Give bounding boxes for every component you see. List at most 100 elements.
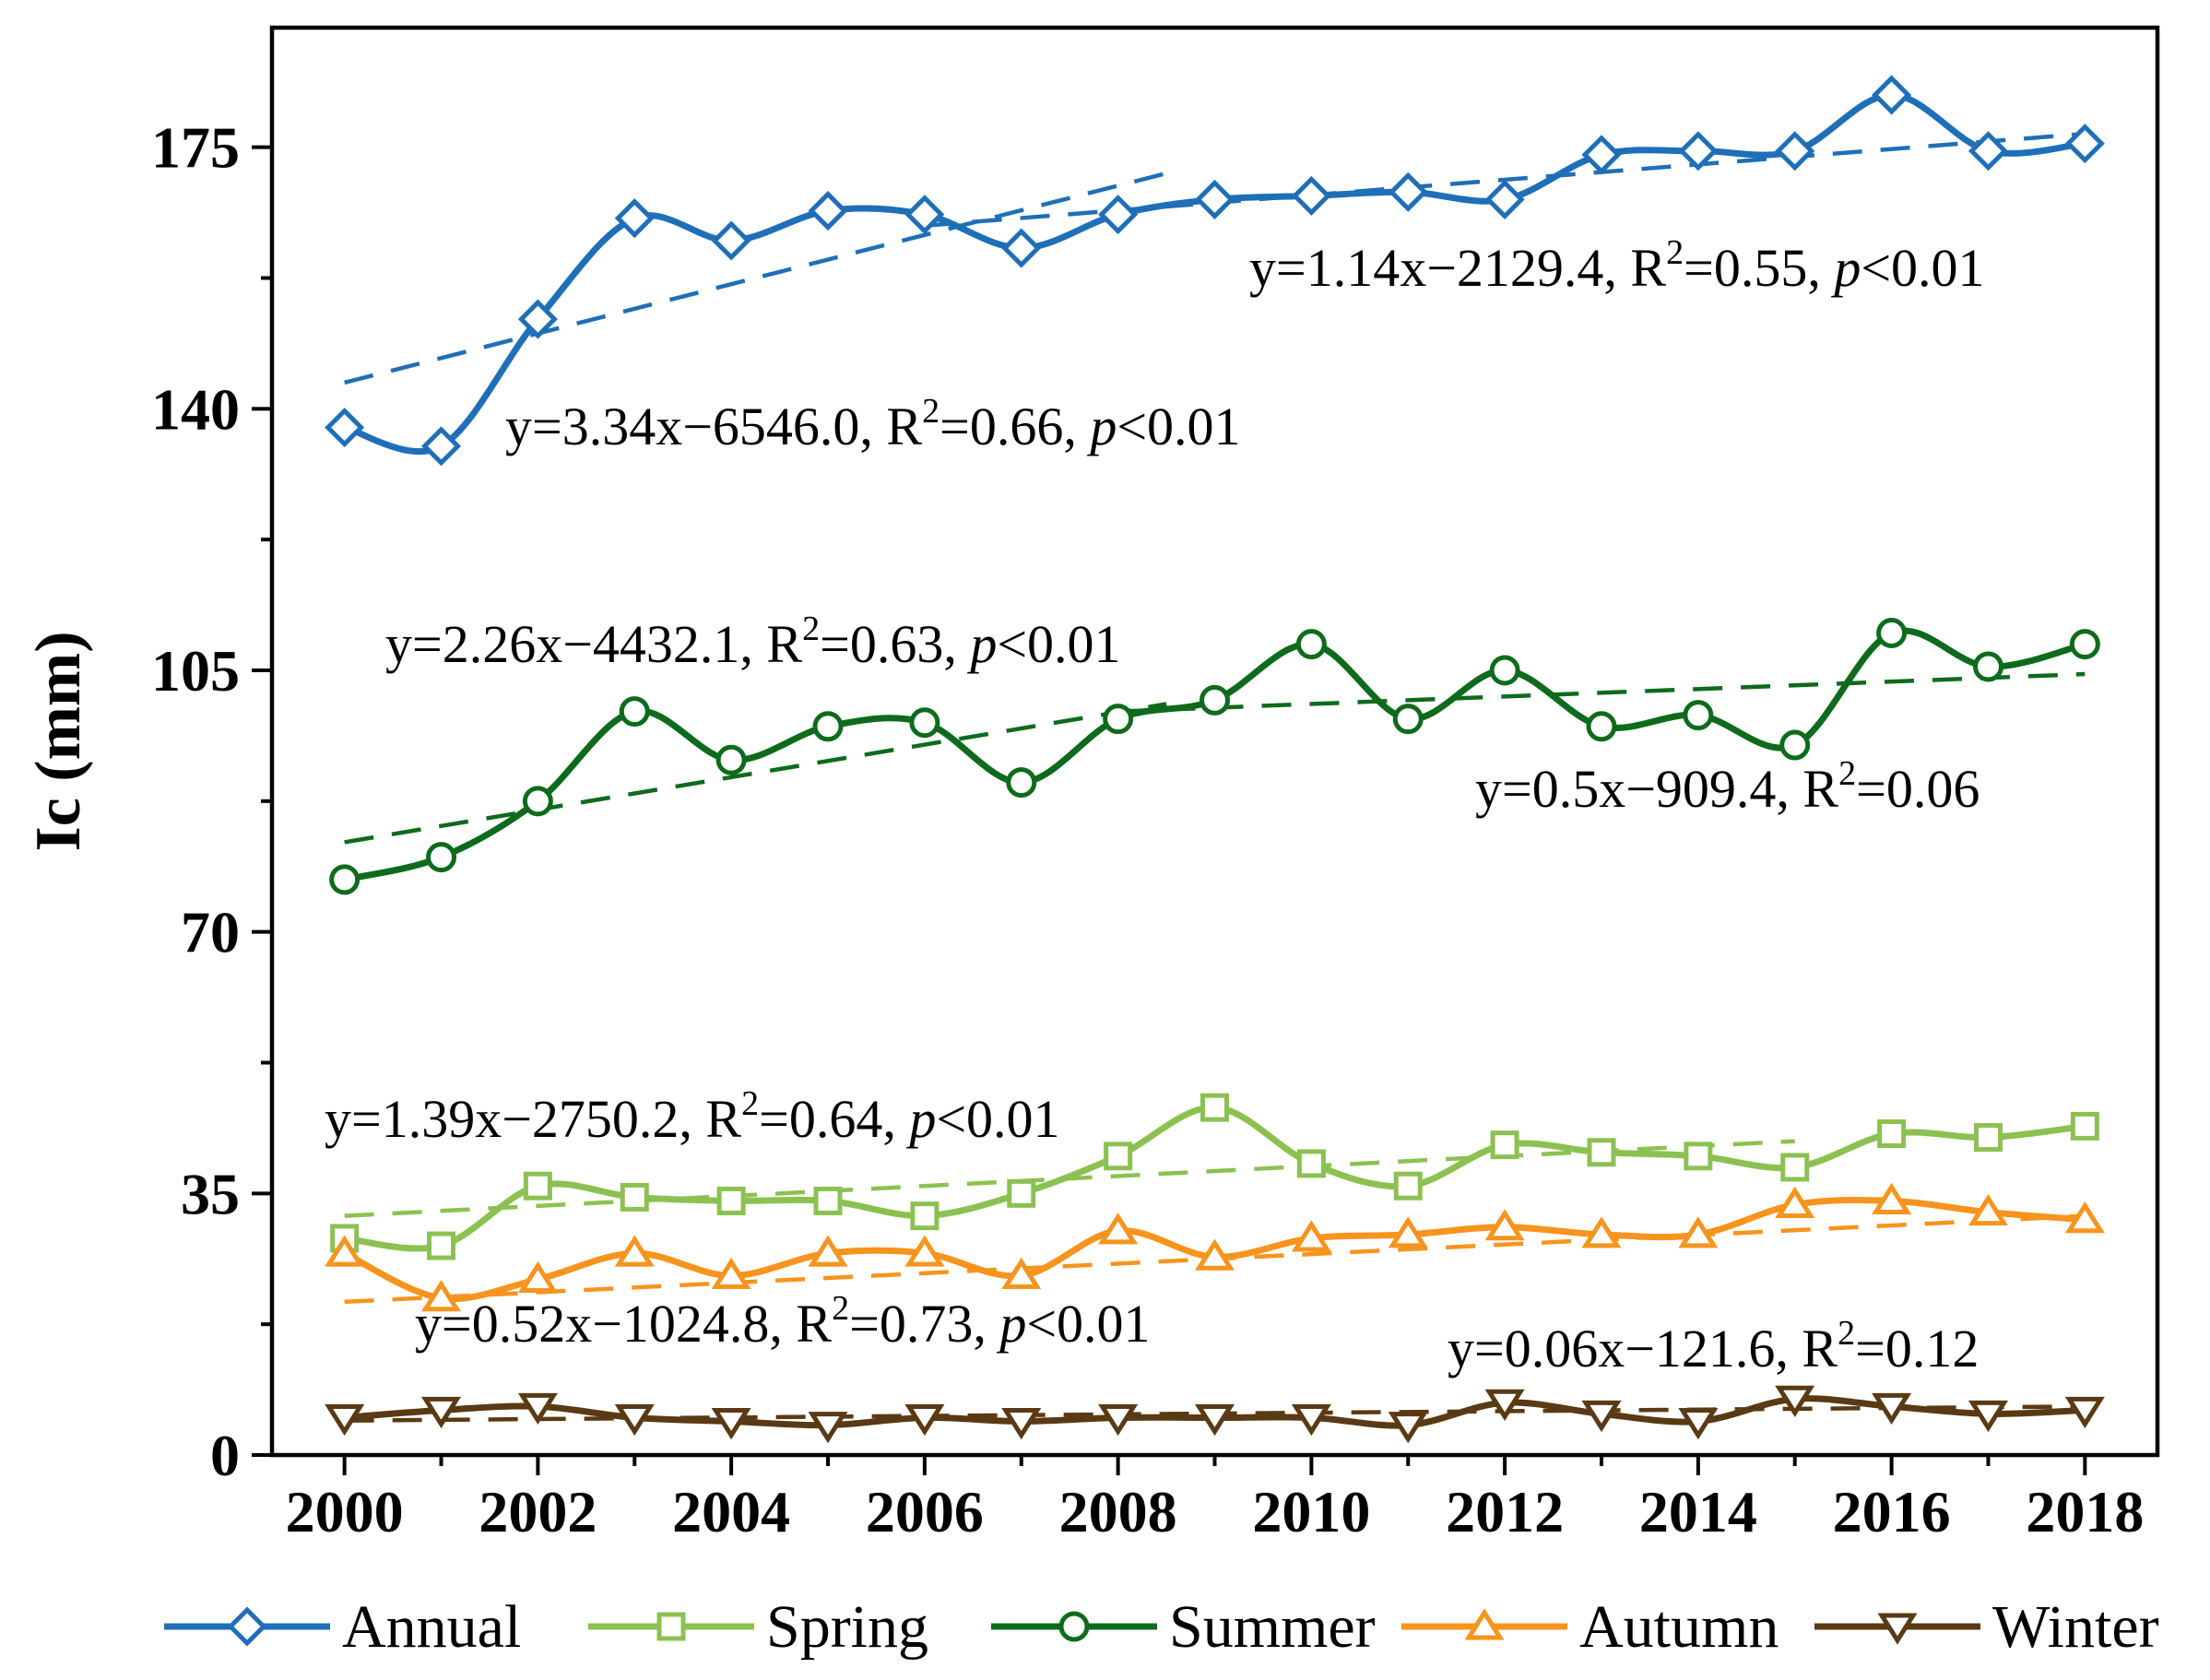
r-squared-value: =0.73, bbox=[849, 1294, 999, 1354]
point-winter-2003 bbox=[614, 1403, 655, 1437]
point-winter-2004 bbox=[711, 1408, 751, 1440]
equation-body: y=0.06x−121.6, R bbox=[1448, 1319, 1838, 1378]
trend-line-annual-0 bbox=[344, 171, 1167, 385]
x-tick-label-2002: 2002 bbox=[479, 1479, 597, 1544]
point-spring-2005 bbox=[813, 1186, 843, 1215]
p-label: p bbox=[966, 614, 997, 674]
point-summer-2007 bbox=[1006, 767, 1037, 799]
x-tick-label-2008: 2008 bbox=[1059, 1479, 1177, 1544]
point-summer-2001 bbox=[426, 842, 457, 873]
y-tick-label-105: 105 bbox=[151, 638, 240, 704]
point-annual-2014 bbox=[1678, 131, 1719, 172]
point-autumn-2001 bbox=[420, 1280, 462, 1312]
point-autumn-2010 bbox=[1291, 1220, 1331, 1252]
point-summer-2018 bbox=[2069, 629, 2100, 660]
series-summer bbox=[329, 617, 2100, 895]
point-summer-2000 bbox=[329, 864, 360, 895]
point-winter-2012 bbox=[1484, 1389, 1525, 1421]
r-squared-superscript: 2 bbox=[832, 1289, 849, 1328]
point-summer-2003 bbox=[619, 696, 650, 728]
point-autumn-2006 bbox=[904, 1235, 945, 1267]
point-autumn-2012 bbox=[1484, 1209, 1525, 1241]
p-label: p bbox=[905, 1089, 936, 1149]
equation-body: y=0.5x−909.4, R bbox=[1475, 759, 1838, 819]
trend-line-summer-3 bbox=[1117, 671, 2086, 714]
r-squared-value: =0.12 bbox=[1855, 1319, 1979, 1378]
point-autumn-2004 bbox=[711, 1257, 751, 1289]
point-summer-2011 bbox=[1392, 704, 1424, 735]
point-winter-2001 bbox=[420, 1396, 462, 1429]
x-tick-label-2004: 2004 bbox=[672, 1479, 790, 1544]
point-summer-2015 bbox=[1779, 729, 1811, 761]
data-series bbox=[325, 75, 2105, 1444]
r-squared-superscript: 2 bbox=[741, 1084, 759, 1123]
point-spring-2006 bbox=[910, 1201, 940, 1231]
point-spring-2013 bbox=[1587, 1138, 1616, 1167]
point-annual-2016 bbox=[1872, 75, 1912, 115]
equation-annual-1: y=1.14x−2129.4, R2=0.55, p<0.01 bbox=[1249, 233, 1985, 298]
point-winter-2009 bbox=[1194, 1403, 1235, 1437]
point-autumn-2005 bbox=[808, 1235, 848, 1267]
equation-body: y=1.14x−2129.4, R bbox=[1249, 238, 1666, 298]
point-annual-2010 bbox=[1291, 175, 1331, 216]
legend-marker-winter bbox=[1877, 1613, 1918, 1645]
point-summer-2014 bbox=[1683, 700, 1714, 731]
point-annual-2018 bbox=[2064, 124, 2105, 164]
point-summer-2012 bbox=[1489, 655, 1520, 686]
legend-label-winter: Winter bbox=[1992, 1593, 2159, 1661]
point-summer-2010 bbox=[1295, 629, 1327, 660]
point-annual-2008 bbox=[1098, 195, 1139, 235]
point-spring-2016 bbox=[1877, 1118, 1907, 1148]
point-autumn-2015 bbox=[1775, 1186, 1815, 1218]
point-spring-2003 bbox=[620, 1182, 649, 1212]
point-annual-2012 bbox=[1484, 179, 1525, 219]
point-annual-2006 bbox=[904, 195, 945, 235]
point-winter-2015 bbox=[1775, 1385, 1815, 1417]
point-winter-2013 bbox=[1581, 1400, 1622, 1433]
legend-label-summer: Summer bbox=[1169, 1593, 1376, 1661]
equation-summer-2: y=2.26x−4432.1, R2=0.63, p<0.01 bbox=[385, 609, 1121, 674]
x-tick-label-2000: 2000 bbox=[286, 1479, 404, 1544]
point-autumn-2014 bbox=[1678, 1216, 1719, 1248]
y-tick-label-35: 35 bbox=[181, 1161, 240, 1226]
point-summer-2004 bbox=[715, 744, 747, 775]
equation-body: y=2.26x−4432.1, R bbox=[385, 614, 802, 674]
x-tick-label-2006: 2006 bbox=[866, 1479, 984, 1544]
point-spring-2012 bbox=[1490, 1130, 1519, 1160]
x-tick-label-2010: 2010 bbox=[1252, 1479, 1370, 1544]
p-label: p bbox=[1086, 396, 1117, 456]
point-spring-2008 bbox=[1104, 1142, 1133, 1171]
series-spring bbox=[330, 1093, 2099, 1260]
series-winter bbox=[325, 1385, 2105, 1444]
legend-item-summer: Summer bbox=[991, 1593, 1376, 1661]
point-autumn-2011 bbox=[1388, 1216, 1428, 1248]
point-annual-2015 bbox=[1775, 131, 1815, 172]
p-value: <0.01 bbox=[1026, 1294, 1150, 1354]
point-summer-2006 bbox=[909, 707, 940, 739]
point-spring-2001 bbox=[427, 1231, 456, 1260]
point-winter-2008 bbox=[1098, 1403, 1139, 1437]
point-summer-2002 bbox=[522, 786, 553, 817]
point-winter-2007 bbox=[1001, 1408, 1042, 1440]
point-spring-2009 bbox=[1200, 1093, 1229, 1122]
point-winter-2000 bbox=[325, 1403, 365, 1437]
legend: Annual Spring Summer Autumn Winter bbox=[164, 1593, 2159, 1661]
point-annual-2002 bbox=[517, 299, 558, 339]
p-value: <0.01 bbox=[997, 614, 1120, 674]
point-spring-2017 bbox=[1973, 1123, 2003, 1153]
x-tick-label-2014: 2014 bbox=[1639, 1479, 1757, 1544]
point-spring-2014 bbox=[1684, 1142, 1713, 1171]
legend-item-winter: Winter bbox=[1814, 1593, 2159, 1661]
series-autumn bbox=[325, 1182, 2105, 1312]
point-summer-2005 bbox=[812, 711, 844, 742]
point-annual-2013 bbox=[1581, 135, 1622, 175]
point-winter-2002 bbox=[517, 1392, 558, 1426]
point-summer-2016 bbox=[1876, 617, 1908, 648]
p-value: <0.01 bbox=[1861, 238, 1984, 298]
trend-line-summer-2 bbox=[344, 702, 1167, 845]
y-tick-label-0: 0 bbox=[210, 1423, 240, 1488]
point-annual-2005 bbox=[808, 191, 848, 231]
point-spring-2011 bbox=[1393, 1171, 1423, 1201]
r-squared-superscript: 2 bbox=[1838, 754, 1856, 793]
point-autumn-2007 bbox=[1001, 1257, 1042, 1289]
